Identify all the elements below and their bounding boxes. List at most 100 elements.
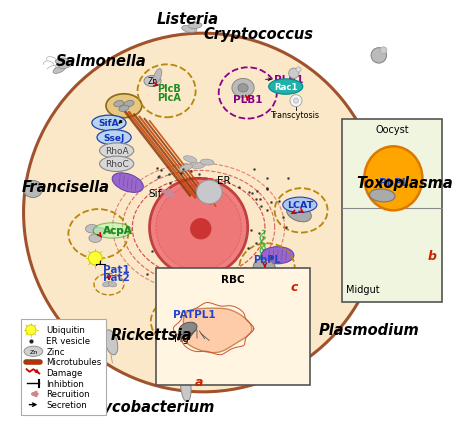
Text: SifA: SifA bbox=[99, 119, 119, 128]
Ellipse shape bbox=[59, 63, 72, 69]
Ellipse shape bbox=[290, 95, 302, 107]
Text: PLB1: PLB1 bbox=[233, 95, 262, 105]
Ellipse shape bbox=[232, 79, 254, 98]
Ellipse shape bbox=[144, 76, 161, 87]
Ellipse shape bbox=[165, 317, 181, 325]
Ellipse shape bbox=[114, 101, 124, 107]
Text: a: a bbox=[194, 375, 203, 388]
Text: ER: ER bbox=[218, 175, 231, 185]
Ellipse shape bbox=[296, 68, 301, 73]
Text: RhoA: RhoA bbox=[105, 147, 128, 156]
Text: Transcytosis: Transcytosis bbox=[270, 111, 319, 120]
Ellipse shape bbox=[55, 59, 69, 65]
Ellipse shape bbox=[190, 219, 211, 240]
Ellipse shape bbox=[93, 223, 132, 239]
Text: Zn: Zn bbox=[29, 349, 37, 354]
Text: Mycobacterium: Mycobacterium bbox=[89, 399, 215, 414]
Text: Cryptococcus: Cryptococcus bbox=[203, 26, 313, 42]
Text: Pat1: Pat1 bbox=[102, 264, 129, 274]
Ellipse shape bbox=[181, 372, 191, 402]
Ellipse shape bbox=[380, 48, 387, 55]
Ellipse shape bbox=[100, 157, 134, 172]
Text: Francisella: Francisella bbox=[21, 180, 109, 195]
Bar bbox=[156, 268, 310, 386]
Text: Damage: Damage bbox=[46, 368, 82, 377]
Ellipse shape bbox=[371, 49, 386, 64]
Text: Zn: Zn bbox=[147, 77, 157, 86]
Ellipse shape bbox=[254, 260, 275, 275]
Ellipse shape bbox=[154, 69, 162, 84]
Text: AcpA: AcpA bbox=[103, 226, 132, 236]
Polygon shape bbox=[183, 308, 252, 353]
Ellipse shape bbox=[261, 247, 294, 264]
Ellipse shape bbox=[124, 101, 134, 107]
Bar bbox=[342, 119, 442, 302]
Ellipse shape bbox=[100, 144, 134, 159]
Ellipse shape bbox=[89, 234, 102, 243]
Ellipse shape bbox=[184, 317, 200, 325]
Text: Pat2: Pat2 bbox=[102, 272, 129, 282]
Ellipse shape bbox=[102, 282, 111, 287]
Ellipse shape bbox=[156, 185, 241, 271]
Ellipse shape bbox=[179, 322, 197, 335]
Ellipse shape bbox=[106, 95, 142, 118]
Text: c: c bbox=[291, 281, 299, 294]
Text: AcpA: AcpA bbox=[103, 226, 132, 236]
Ellipse shape bbox=[182, 26, 197, 33]
Text: PATPL1: PATPL1 bbox=[173, 309, 216, 320]
Text: PlcA: PlcA bbox=[157, 93, 181, 103]
Text: Oocyst: Oocyst bbox=[375, 124, 409, 134]
Ellipse shape bbox=[92, 116, 126, 131]
Ellipse shape bbox=[179, 164, 192, 172]
Ellipse shape bbox=[24, 181, 42, 198]
Text: Listeria: Listeria bbox=[157, 12, 219, 27]
Text: Zinc: Zinc bbox=[46, 347, 64, 356]
Ellipse shape bbox=[192, 163, 205, 169]
Text: Midgut: Midgut bbox=[346, 285, 380, 295]
Ellipse shape bbox=[369, 190, 395, 202]
Text: RBC: RBC bbox=[221, 275, 245, 285]
Ellipse shape bbox=[197, 181, 222, 204]
Text: PbPL: PbPL bbox=[379, 177, 408, 187]
Ellipse shape bbox=[201, 160, 214, 166]
Text: SseJ: SseJ bbox=[103, 133, 125, 143]
Bar bbox=[21, 320, 106, 415]
Text: Rickettsia: Rickettsia bbox=[111, 327, 193, 342]
Ellipse shape bbox=[97, 130, 131, 146]
Text: PbPL: PbPL bbox=[253, 255, 281, 265]
Ellipse shape bbox=[269, 80, 303, 95]
Ellipse shape bbox=[287, 205, 311, 222]
Text: Microtubules: Microtubules bbox=[46, 357, 101, 367]
Ellipse shape bbox=[283, 198, 317, 213]
Text: Ubiquitin: Ubiquitin bbox=[46, 325, 85, 335]
Ellipse shape bbox=[188, 23, 202, 29]
Ellipse shape bbox=[174, 350, 189, 383]
Text: Rac1: Rac1 bbox=[274, 83, 298, 92]
Text: Sif: Sif bbox=[148, 189, 162, 199]
Ellipse shape bbox=[289, 69, 299, 79]
Ellipse shape bbox=[85, 225, 98, 233]
Ellipse shape bbox=[238, 84, 248, 93]
Text: LCAT: LCAT bbox=[287, 201, 313, 210]
Text: Inhibtion: Inhibtion bbox=[46, 379, 84, 388]
Text: Salmonella: Salmonella bbox=[55, 54, 146, 69]
Ellipse shape bbox=[24, 34, 382, 392]
Ellipse shape bbox=[365, 147, 422, 211]
Ellipse shape bbox=[175, 317, 190, 325]
Ellipse shape bbox=[183, 156, 197, 163]
Ellipse shape bbox=[93, 228, 106, 236]
Text: Plasmodium: Plasmodium bbox=[318, 322, 419, 338]
Ellipse shape bbox=[293, 99, 299, 104]
Ellipse shape bbox=[108, 282, 117, 287]
Text: b: b bbox=[428, 249, 437, 262]
Text: Secretion: Secretion bbox=[46, 400, 87, 409]
Ellipse shape bbox=[26, 325, 36, 335]
Ellipse shape bbox=[119, 106, 129, 112]
Text: Rv3091: Rv3091 bbox=[161, 305, 202, 315]
Ellipse shape bbox=[104, 330, 118, 355]
Text: PlcB: PlcB bbox=[157, 83, 181, 94]
Ellipse shape bbox=[53, 66, 66, 74]
Text: Recruition: Recruition bbox=[46, 389, 90, 399]
Ellipse shape bbox=[89, 252, 102, 265]
Text: PLB1: PLB1 bbox=[274, 75, 303, 85]
